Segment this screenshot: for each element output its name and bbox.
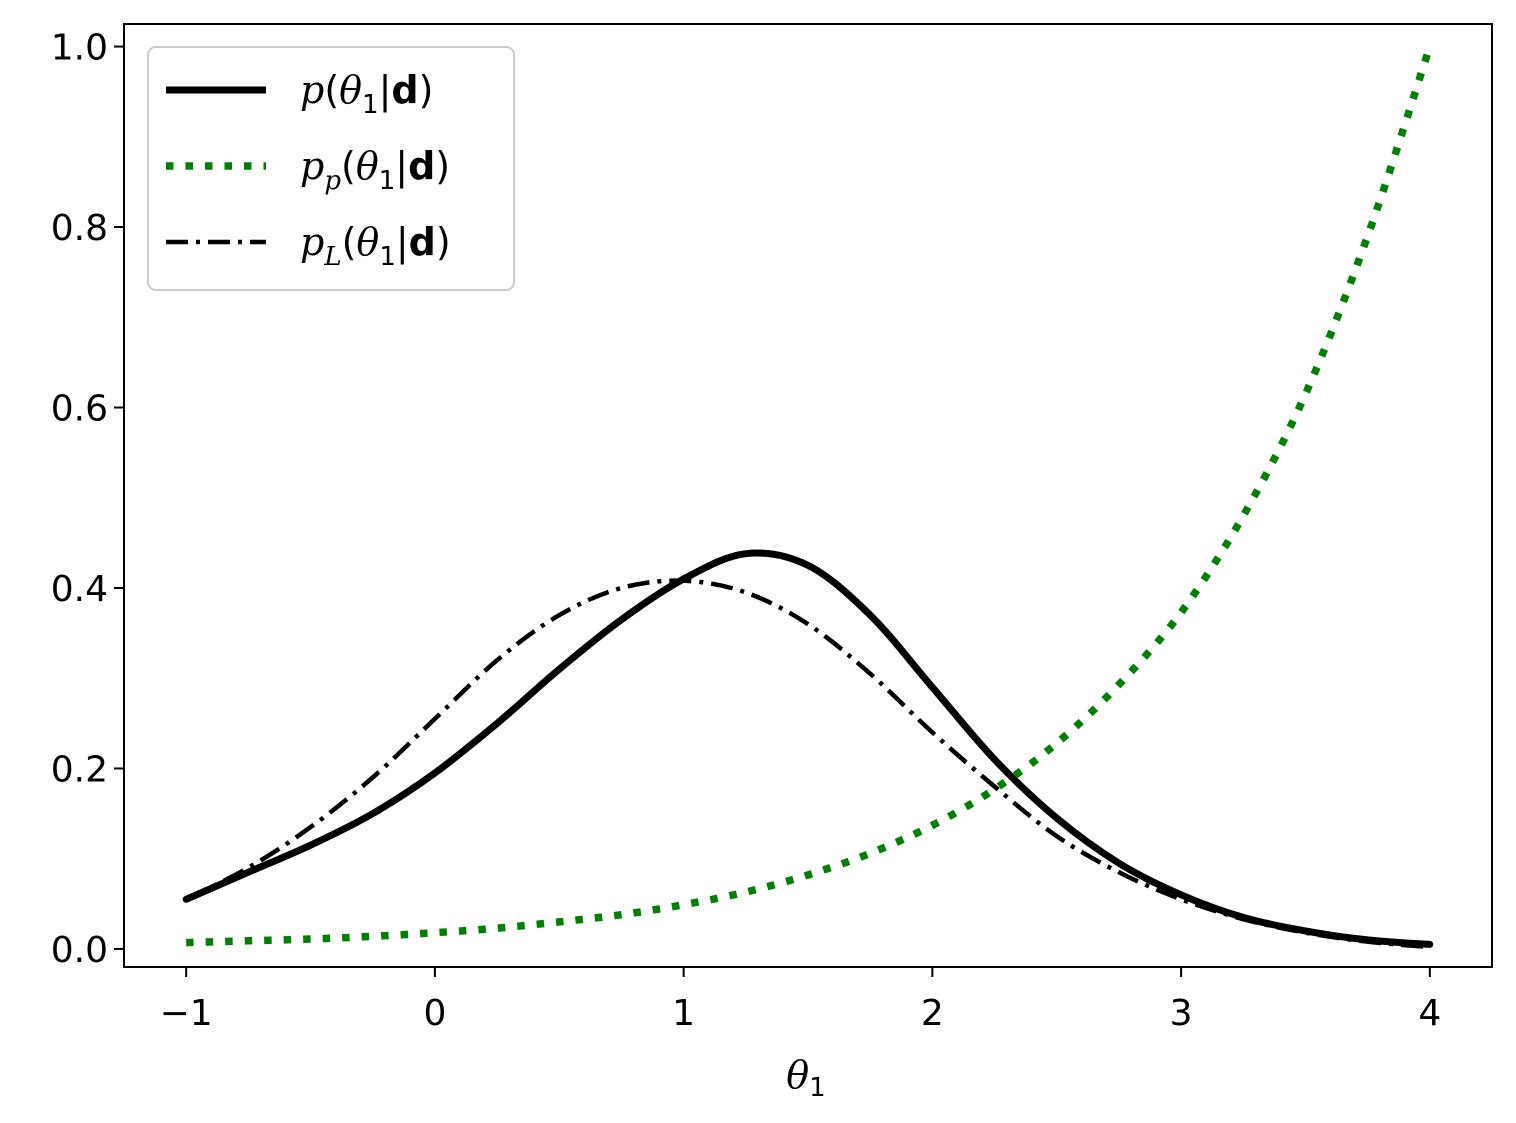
legend-paren-open: ( — [324, 68, 339, 112]
x-tick-label: 0 — [423, 993, 446, 1034]
x-tick-label: −1 — [160, 993, 213, 1034]
legend-theta-subscript: 1 — [379, 166, 396, 196]
legend-label: p(θ1|d) — [300, 68, 433, 120]
legend-bar: | — [379, 68, 392, 113]
y-tick-label: 1.0 — [51, 28, 108, 69]
series-line-solid — [182, 549, 1434, 948]
legend-subscript: L — [323, 242, 341, 272]
x-axis-title: θ1 — [786, 1053, 825, 1103]
x-tick-label: 1 — [672, 993, 695, 1034]
legend-theta: θ — [356, 144, 379, 188]
legend-bar: | — [395, 144, 408, 189]
y-tick-label: 0.6 — [51, 389, 108, 430]
legend-symbol: p — [300, 144, 324, 188]
legend-symbol: p — [300, 68, 324, 112]
y-axis: 0.0 0.2 0.4 0.6 0.8 1.0 — [51, 28, 124, 971]
x-axis-title-subscript: 1 — [809, 1073, 826, 1103]
legend-data-symbol: d — [409, 220, 436, 264]
x-axis-title-symbol: θ — [786, 1053, 809, 1097]
series-layer — [182, 45, 1434, 950]
y-tick-label: 0.0 — [51, 930, 108, 971]
legend-paren-close: ) — [435, 144, 450, 188]
legend-paren-open: ( — [342, 220, 357, 264]
x-tick-label: 3 — [1170, 993, 1193, 1034]
legend-theta-subscript: 1 — [362, 90, 379, 120]
series-line-dotted — [186, 45, 1434, 947]
legend-symbol: p — [300, 220, 324, 264]
legend-theta: θ — [356, 220, 379, 264]
legend-frame — [147, 46, 515, 291]
legend-paren-close: ) — [436, 220, 451, 264]
legend-theta-subscript: 1 — [379, 242, 396, 272]
x-tick-label: 2 — [921, 993, 944, 1034]
legend-paren-close: ) — [419, 68, 434, 112]
legend-data-symbol: d — [408, 144, 435, 188]
x-axis: −1 0 1 2 3 4 — [160, 967, 1441, 1034]
y-tick-label: 0.4 — [51, 569, 108, 610]
legend: p(θ1|d)pp(θ1|d)pL(θ1|d) — [147, 46, 515, 291]
legend-label: pL(θ1|d) — [300, 220, 451, 272]
series-line-dashdot — [185, 578, 1430, 950]
legend-bar: | — [396, 220, 409, 265]
y-tick-label: 0.8 — [51, 208, 108, 249]
legend-subscript: p — [324, 166, 341, 196]
legend-data-symbol: d — [391, 68, 418, 112]
legend-label: pp(θ1|d) — [300, 144, 450, 196]
plot-frame — [123, 23, 1493, 968]
x-tick-label: 4 — [1418, 993, 1441, 1034]
legend-theta: θ — [339, 68, 362, 112]
legend-paren-open: ( — [341, 144, 356, 188]
y-tick-label: 0.2 — [51, 749, 108, 790]
